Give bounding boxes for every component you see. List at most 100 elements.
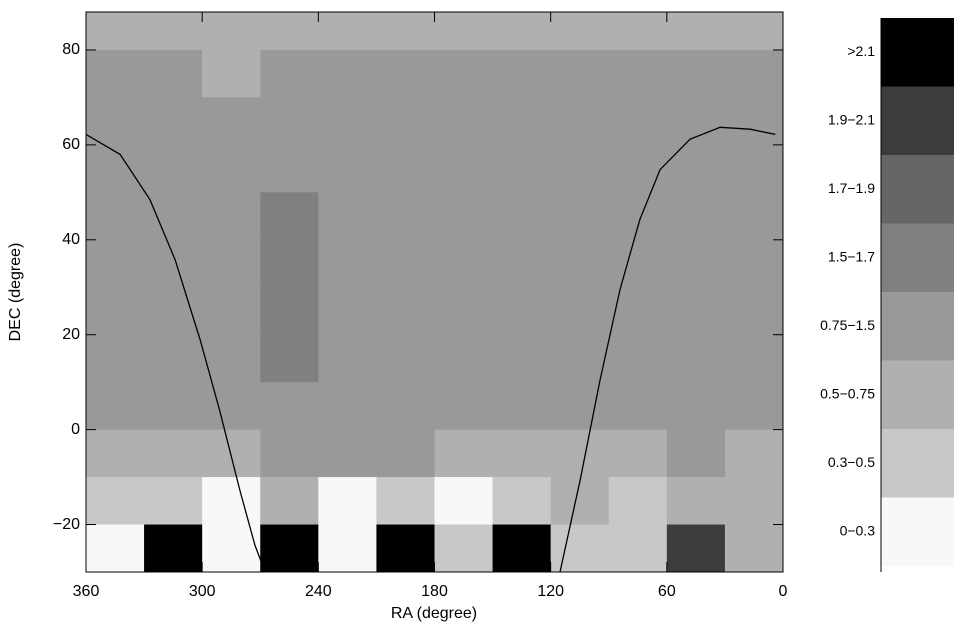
heat-cell (550, 49, 610, 98)
x-axis-label: RA (degree) (391, 605, 477, 622)
heat-cell (202, 239, 261, 288)
heat-cell (434, 382, 494, 431)
heat-cell (666, 334, 726, 383)
heat-cell (492, 12, 552, 51)
heat-cell (376, 382, 435, 431)
heat-cell (550, 477, 610, 526)
heat-cell (144, 49, 203, 98)
heat-cell (202, 429, 261, 478)
heat-cell (492, 192, 552, 241)
x-tick-label: 300 (189, 583, 216, 600)
heat-cell (144, 334, 203, 383)
heat-cell (724, 477, 783, 526)
curve (86, 126, 776, 572)
heat-cell (376, 429, 435, 478)
heat-cell (550, 382, 610, 431)
heat-cell (666, 524, 726, 572)
heat-cell (260, 12, 319, 51)
heat-cell (666, 382, 726, 431)
heat-cell (434, 12, 494, 51)
heat-cell (376, 97, 435, 146)
heat-cell (202, 477, 261, 526)
heat-cell (376, 192, 435, 241)
x-tick-label: 360 (73, 583, 100, 600)
heat-cell (260, 287, 319, 336)
heat-cell (144, 144, 203, 193)
heat-cell (318, 477, 377, 526)
heat-cell (724, 287, 783, 336)
heat-cell (492, 334, 552, 383)
heat-cell (724, 192, 783, 241)
heat-cell (608, 287, 668, 336)
legend-label: >2.1 (847, 43, 875, 59)
heat-cell (550, 239, 610, 288)
heat-cell (724, 382, 783, 431)
heat-cell (492, 49, 552, 98)
x-tick-label: 0 (779, 583, 788, 600)
heat-cell (376, 287, 435, 336)
heat-cell (724, 239, 783, 288)
heat-cell (608, 12, 668, 51)
heat-cell (550, 12, 610, 51)
legend-swatch (881, 360, 954, 430)
heat-cell (550, 144, 610, 193)
heat-cell (144, 239, 203, 288)
heat-cell (144, 12, 203, 51)
heat-cell (550, 97, 610, 146)
heat-cell (434, 97, 494, 146)
heat-cell (86, 192, 145, 241)
heat-cell (434, 429, 494, 478)
heat-cell (318, 49, 377, 98)
heat-cell (434, 287, 494, 336)
heat-cell (724, 49, 783, 98)
heat-cell (86, 12, 145, 51)
heat-cell (608, 429, 668, 478)
y-tick-label: 80 (62, 41, 80, 58)
heat-cell (492, 239, 552, 288)
heat-cell (434, 239, 494, 288)
legend-swatch (881, 155, 954, 224)
legend-swatch (881, 86, 954, 156)
heat-cell (86, 97, 145, 146)
heat-cell (260, 429, 319, 478)
heat-cell (260, 192, 319, 241)
heat-cell (202, 97, 261, 146)
heat-cell (144, 477, 203, 526)
heat-cell (666, 239, 726, 288)
heat-cell (376, 49, 435, 98)
heat-cell (492, 429, 552, 478)
heat-cell (724, 334, 783, 383)
legend-swatch (881, 429, 954, 498)
heat-cell (86, 334, 145, 383)
heat-cell (550, 429, 610, 478)
heat-cell (376, 239, 435, 288)
heat-cell (608, 144, 668, 193)
heat-cell (260, 477, 319, 526)
legend-swatch (881, 497, 954, 567)
heat-cell (434, 192, 494, 241)
heat-cell (492, 97, 552, 146)
heat-cell (86, 382, 145, 431)
heat-cell (86, 239, 145, 288)
legend-label: 1.9−2.1 (828, 111, 875, 127)
heat-cell (608, 97, 668, 146)
x-tick-label: 60 (658, 583, 676, 600)
heat-cell (318, 334, 377, 383)
heat-cell (318, 524, 377, 572)
heat-cell (434, 144, 494, 193)
heat-cell (666, 192, 726, 241)
x-tick-label: 180 (421, 583, 448, 600)
heat-cell (608, 382, 668, 431)
heat-cell (318, 429, 377, 478)
legend-swatch (881, 292, 954, 361)
heat-cell (434, 477, 494, 526)
heat-cell (724, 144, 783, 193)
heat-cell (202, 144, 261, 193)
heat-cell (260, 334, 319, 383)
heat-cell (202, 524, 261, 572)
heat-cell (434, 49, 494, 98)
legend-label: 1.7−1.9 (828, 180, 875, 196)
heat-cell (666, 49, 726, 98)
